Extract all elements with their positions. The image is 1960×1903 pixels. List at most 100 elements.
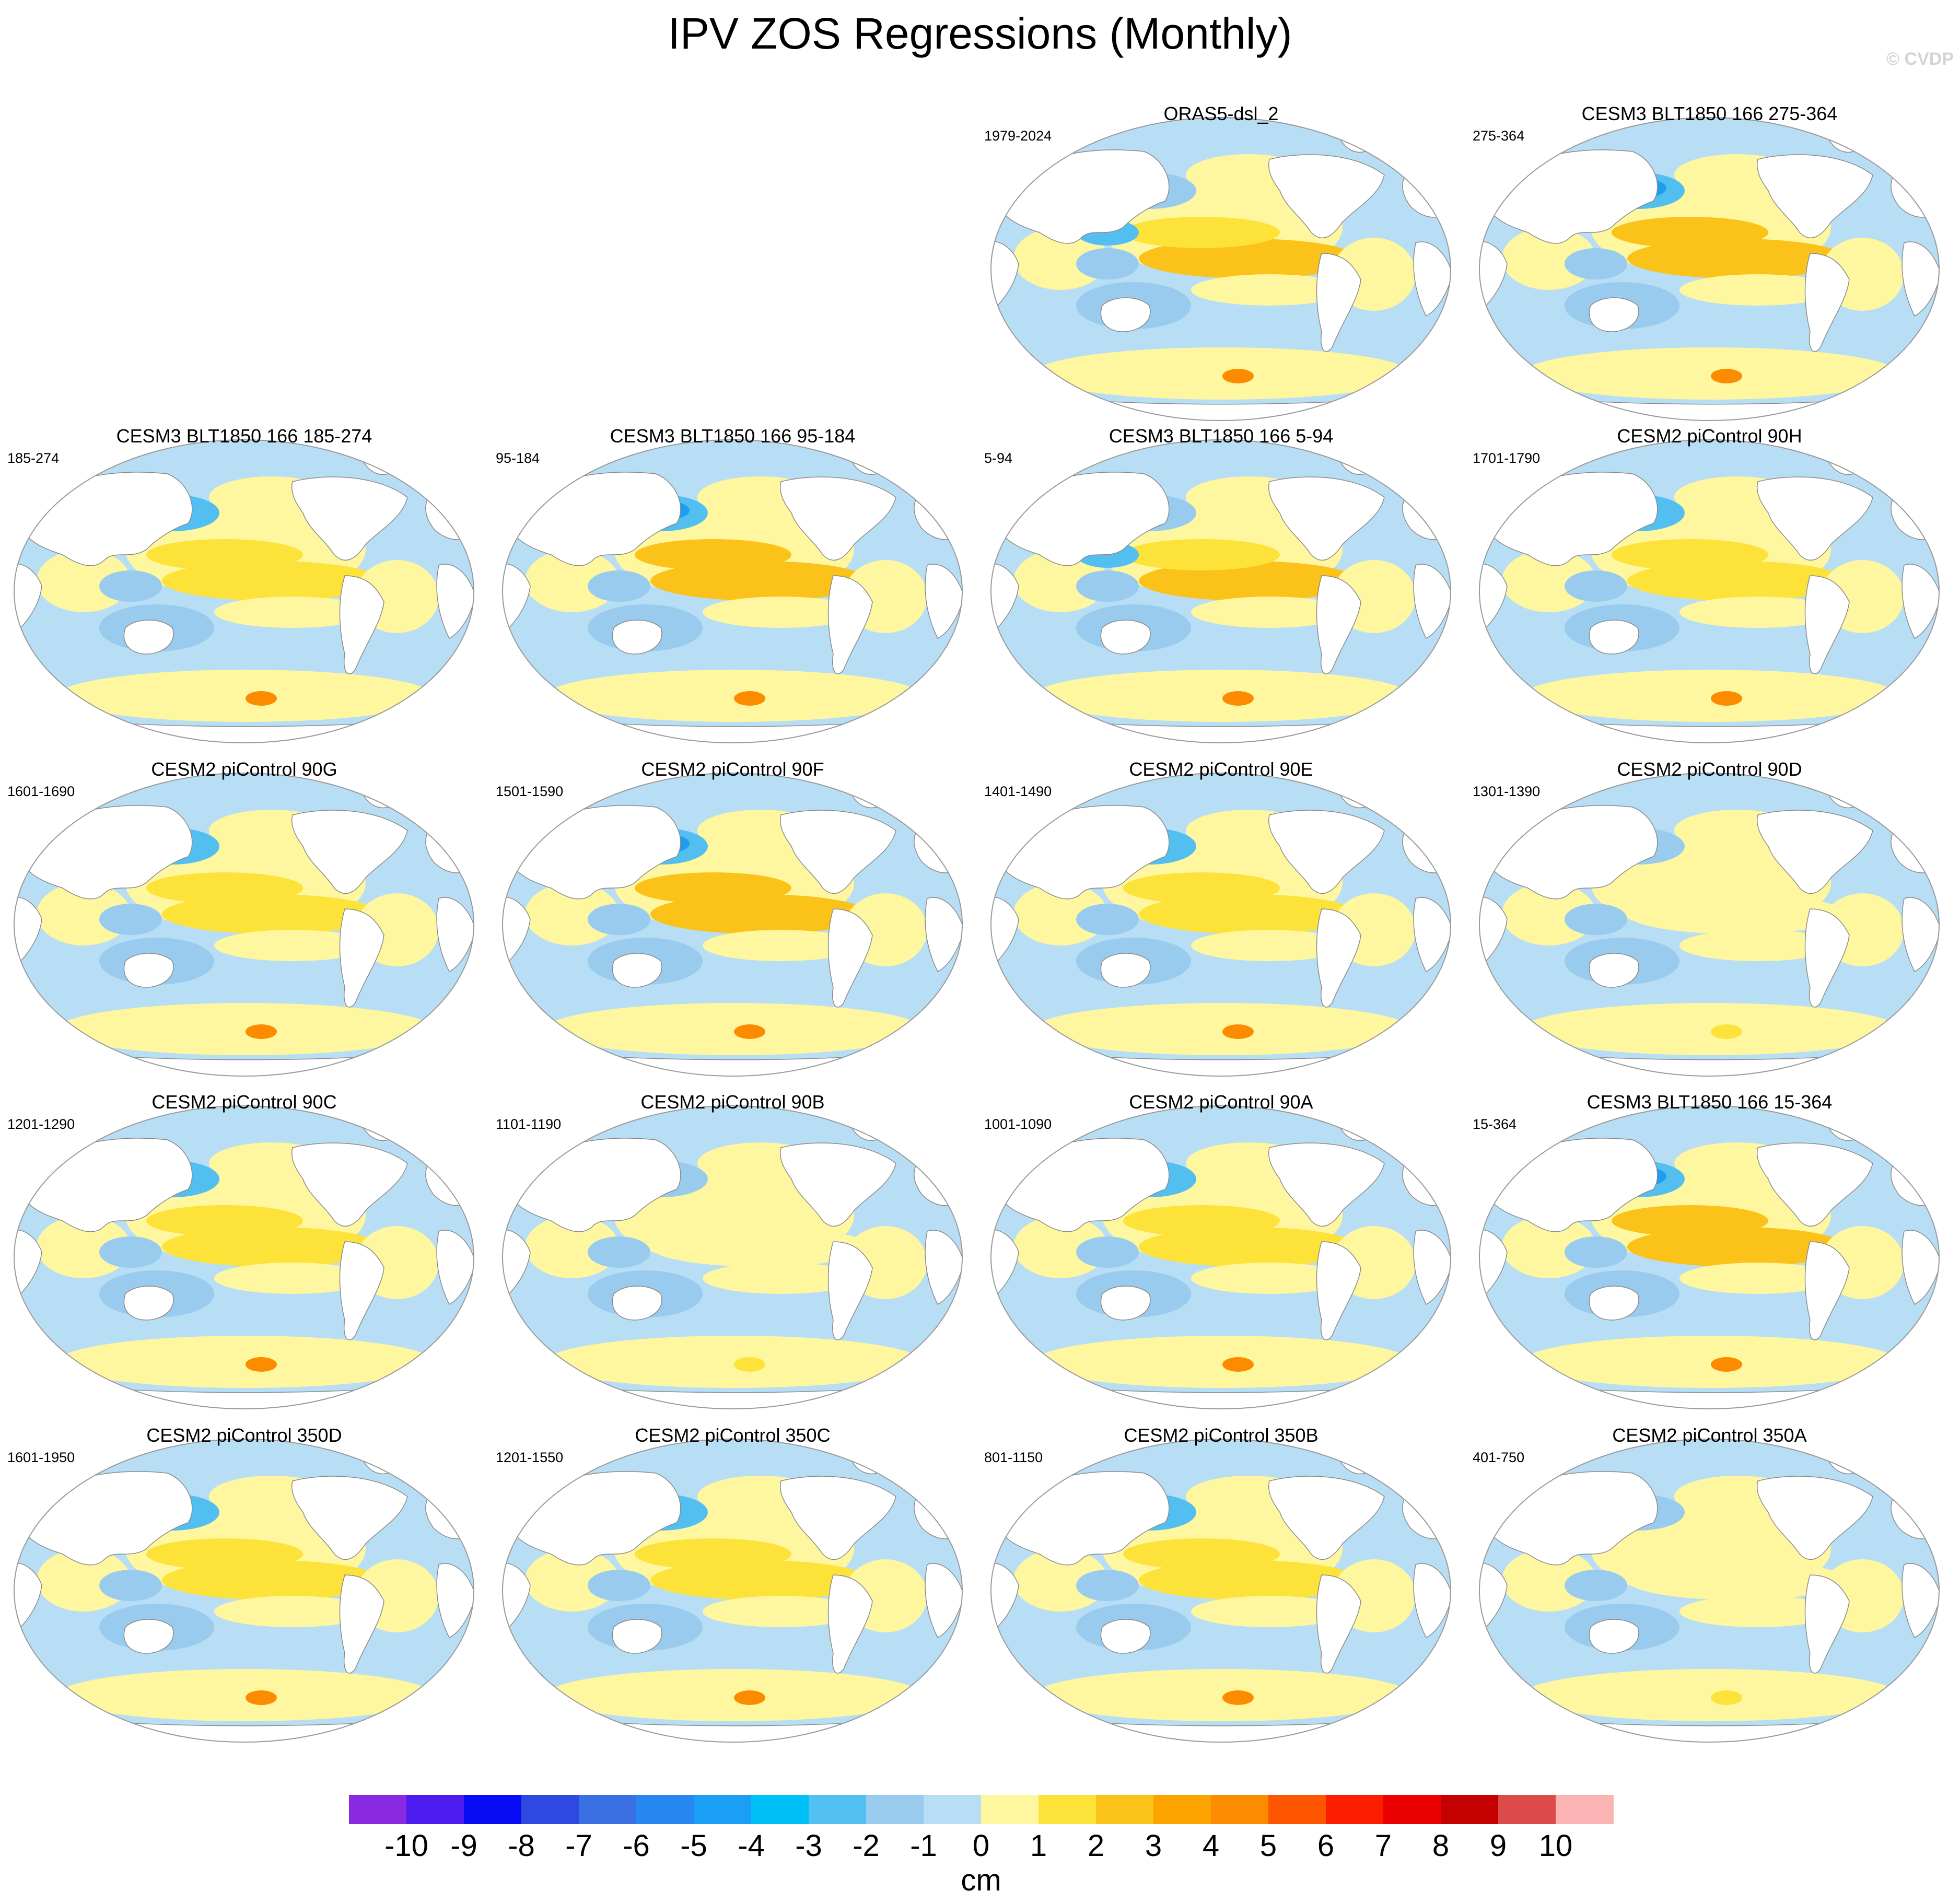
colorbar-tick-label: 4 [1202,1829,1220,1863]
panel-years: 15-364 [1473,1116,1517,1132]
land-mass [1268,1476,1385,1560]
negative-anomaly-region [1076,1236,1139,1268]
negative-anomaly-region [588,904,650,935]
colorbar-tick-label: -8 [508,1829,535,1863]
positive-anomaly-region [1191,930,1348,961]
map-panel: ORAS5-dsl_2 1979-2024 [977,102,1465,431]
positive-anomaly-region [1523,1003,1899,1055]
land-mass [291,810,408,894]
positive-anomaly-region [1191,597,1348,628]
colorbar-tick-label: 5 [1259,1829,1277,1863]
land-mass [123,1286,174,1321]
panel-title: CESM3 BLT1850 166 5-94 [1109,425,1334,447]
land-mass [1589,620,1639,655]
land-mass [1100,953,1151,988]
positive-anomaly-region [1123,872,1280,904]
map-panel: CESM3 BLT1850 166 15-364 15-364 [1465,1090,1954,1419]
land-mass [1413,1563,1451,1639]
colorbar: -10 -9 -8 -7 -6 -5 -4 -3 -2 -1 0 1 2 3 4 5 6 7 8 9 10 cm [349,1795,1614,1899]
colorbar-tick-label: 9 [1489,1829,1507,1863]
positive-anomaly-region [1139,894,1358,934]
land-mass [780,1142,896,1227]
negative-anomaly-region [588,1570,650,1601]
world-map [1479,117,1940,421]
land-mass [339,1241,384,1340]
panel-years: 1001-1090 [984,1116,1052,1132]
positive-anomaly-region [1523,1669,1899,1721]
positive-anomaly-region [1013,1216,1107,1278]
colorbar-tick-label: 2 [1087,1829,1105,1863]
land-mass [1804,1241,1850,1340]
positive-anomaly-region [214,597,371,628]
map-outline [14,1105,474,1409]
land-mass [612,953,662,988]
colorbar-tick-label: -3 [795,1829,822,1863]
colorbar-tick-label: -9 [450,1829,477,1863]
positive-anomaly-region [1679,597,1836,628]
negative-anomaly-region [99,1236,162,1268]
southern-ocean-hotspot [734,1024,765,1039]
land-mass [1316,1574,1361,1674]
negative-anomaly-region [1076,1570,1139,1601]
positive-anomaly-region [546,670,922,722]
positive-anomaly-region [146,872,303,904]
colorbar-swatch [981,1795,1039,1824]
colorbar-tick-label: 0 [972,1829,990,1863]
land-mass [1901,897,1939,973]
positive-anomaly-region [650,1560,870,1600]
positive-anomaly-region [146,1205,303,1236]
colorbar-labels: -10 -9 -8 -7 -6 -5 -4 -3 -2 -1 0 1 2 3 4 5 6 7 8 9 10 [349,1826,1613,1868]
colorbar-swatch [809,1795,867,1824]
positive-anomaly-region [162,1227,381,1267]
positive-anomaly-region [1123,1538,1280,1570]
land-mass [1589,953,1639,988]
panel-years: 275-364 [1473,128,1525,144]
land-mass [780,1476,896,1560]
positive-anomaly-region [635,539,791,570]
world-map [990,773,1451,1077]
panel-title: CESM3 BLT1850 166 15-364 [1586,1091,1833,1113]
map-outline [990,439,1451,743]
positive-anomaly-region [214,930,371,961]
positive-anomaly-region [162,561,381,601]
positive-anomaly-region [162,1560,381,1600]
panel-title: CESM3 BLT1850 166 95-184 [610,425,856,447]
negative-anomaly-region [1565,1236,1627,1268]
negative-anomaly-region [99,1570,162,1601]
panel-years: 1701-1790 [1473,450,1541,466]
map-outline [990,773,1451,1077]
panel-years: 1301-1390 [1473,784,1541,799]
colorbar-tick-label: -5 [680,1829,707,1863]
land-mass [1316,908,1361,1008]
panel-title: CESM2 piControl 90B [640,1091,825,1113]
negative-anomaly-region [1076,570,1139,602]
land-mass [1268,1142,1385,1227]
positive-anomaly-region [214,1263,371,1294]
positive-anomaly-region [1139,239,1358,278]
southern-ocean-hotspot [1711,1690,1742,1705]
panel-years: 1201-1290 [7,1116,75,1132]
world-map [502,773,963,1077]
colorbar-tick-label: -2 [853,1829,880,1863]
land-mass [1901,1563,1939,1639]
land-mass [1316,1241,1361,1340]
land-mass [436,564,474,639]
land-mass [1757,154,1873,238]
map-panel: CESM3 BLT1850 166 95-184 95-184 [488,424,977,753]
panel-title: ORAS5-dsl_2 [1163,103,1279,124]
colorbar-tick-label: 6 [1317,1829,1335,1863]
southern-ocean-hotspot [246,691,277,706]
world-map [1479,1105,1940,1409]
world-map [14,439,474,743]
positive-anomaly-region [546,1336,922,1388]
map-panel: CESM3 BLT1850 166 5-94 5-94 [977,424,1465,753]
map-panel: CESM2 piControl 90D 1301-1390 [1465,757,1954,1087]
positive-anomaly-region [1139,1560,1358,1600]
southern-ocean-hotspot [1222,691,1254,706]
land-mass [123,953,174,988]
positive-anomaly-region [57,1669,434,1721]
positive-anomaly-region [546,1003,922,1055]
land-mass [291,1142,408,1227]
positive-anomaly-region [1034,1003,1410,1055]
colorbar-swatch [1211,1795,1269,1824]
